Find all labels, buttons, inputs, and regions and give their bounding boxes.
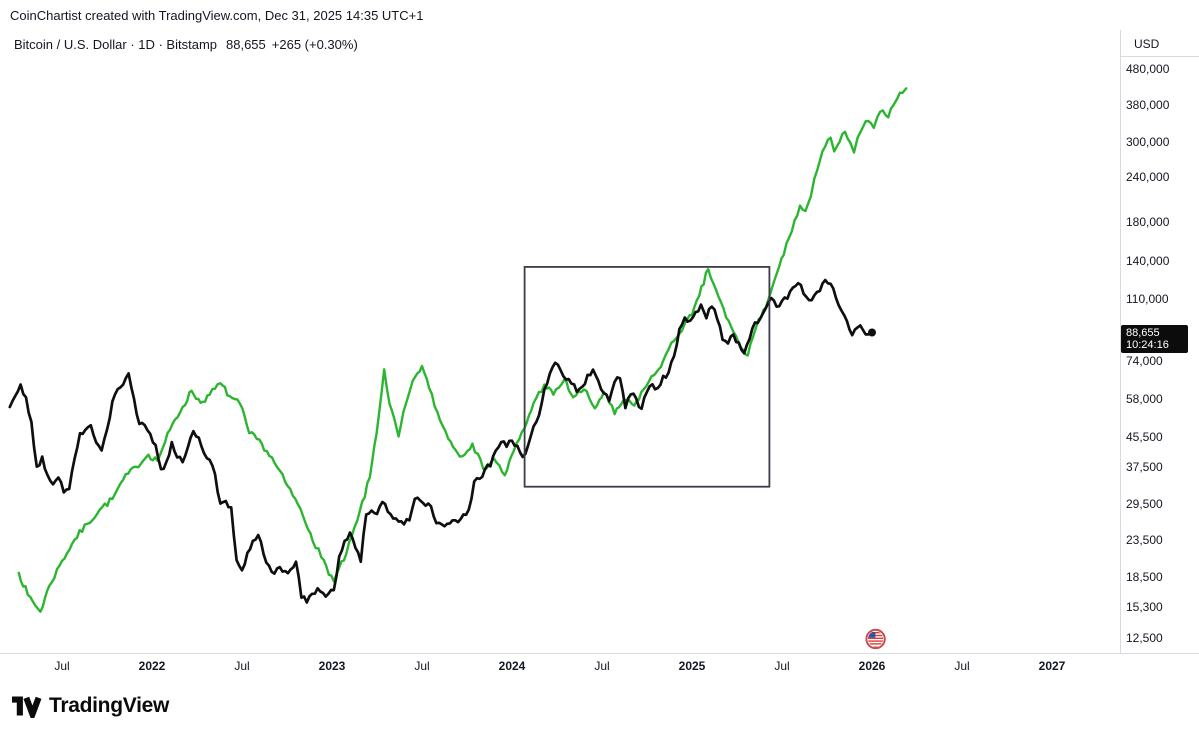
- last-price-badge: 88,655 10:24:16: [1121, 325, 1188, 354]
- price-tick-label: 140,000: [1126, 254, 1170, 269]
- price-tick-label: 180,000: [1126, 215, 1170, 229]
- price-axis-separator: [1120, 30, 1121, 653]
- time-tick-label: Jul: [54, 659, 70, 673]
- series-line-0[interactable]: [17, 87, 908, 613]
- symbol-legend: Bitcoin / U.S. Dollar · 1D · Bitstamp 88,…: [14, 37, 358, 52]
- time-tick-label: 2022: [138, 659, 166, 673]
- tradingview-logo[interactable]: TradingView: [12, 694, 169, 718]
- us-flag-event-icon[interactable]: [865, 628, 886, 650]
- time-tick-label: Jul: [954, 659, 970, 673]
- symbol-title[interactable]: Bitcoin / U.S. Dollar · 1D · Bitstamp: [14, 37, 217, 52]
- time-tick-label: Jul: [774, 659, 790, 673]
- badge-price: 88,655: [1126, 327, 1160, 340]
- time-tick-label: 2026: [858, 659, 886, 673]
- price-tick-label: 29,500: [1126, 497, 1163, 512]
- price-tick-label: 45,500: [1126, 429, 1163, 444]
- time-tick-label: 2024: [498, 659, 526, 673]
- price-tick-label: 110,000: [1126, 291, 1169, 306]
- badge-countdown: 10:24:16: [1126, 339, 1169, 352]
- tradingview-logo-icon: [12, 696, 42, 718]
- brand-name: TradingView: [49, 694, 170, 717]
- price-tick-label: 12,500: [1126, 631, 1163, 646]
- series-line-1[interactable]: [8, 278, 874, 604]
- price-tick-label: 480,000: [1126, 62, 1170, 76]
- price-tick-label: 74,000: [1126, 353, 1163, 368]
- price-change-value: +265 (+0.30%): [271, 37, 358, 52]
- last-price-value: 88,655: [226, 37, 266, 52]
- price-tick-label: 15,300: [1126, 599, 1163, 614]
- price-tick-label: 37,500: [1126, 459, 1163, 474]
- pattern-box-annotation[interactable]: [523, 265, 771, 488]
- watermark-note: CoinChartist created with TradingView.co…: [10, 8, 424, 23]
- price-axis-currency-label: USD: [1134, 37, 1160, 51]
- price-tick-label: 58,000: [1126, 391, 1163, 406]
- time-tick-label: Jul: [414, 659, 430, 673]
- price-tick-label: 18,500: [1126, 569, 1163, 584]
- price-tick-label: 23,500: [1126, 532, 1163, 547]
- last-price-dot: [868, 328, 876, 337]
- time-tick-label: 2027: [1038, 659, 1066, 673]
- plot-area[interactable]: [8, 87, 908, 613]
- time-axis-separator: [0, 653, 1199, 654]
- price-tick-label: 300,000: [1126, 135, 1170, 150]
- price-tick-label: 380,000: [1126, 98, 1170, 113]
- time-tick-label: 2023: [318, 659, 346, 673]
- time-tick-label: Jul: [594, 659, 610, 673]
- time-tick-label: 2025: [678, 659, 706, 673]
- price-tick-label: 240,000: [1126, 170, 1170, 185]
- currency-label-separator: [1120, 56, 1199, 57]
- time-tick-label: Jul: [234, 659, 250, 673]
